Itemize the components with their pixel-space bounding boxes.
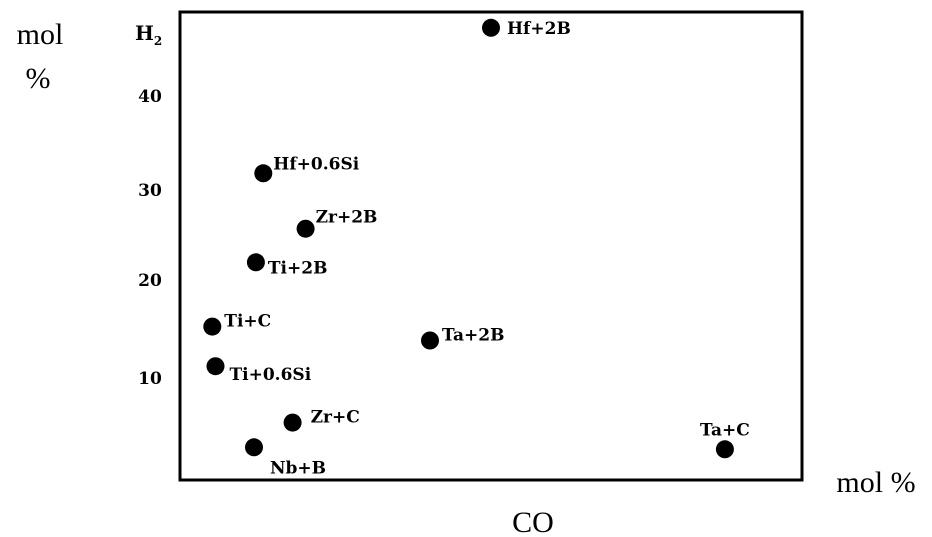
point-ta-2b [421, 331, 439, 350]
y-tick-labels: 40 30 20 10 [138, 87, 162, 389]
y-tick-label-10: 10 [138, 369, 162, 389]
point-label-zr-2b: Zr+2B [316, 208, 378, 228]
point-zr-2b [296, 219, 315, 238]
plot-frame [178, 10, 804, 482]
point-label-hf-2b: Hf+2B [507, 19, 571, 39]
point-label-nb-b: Nb+B [270, 458, 326, 478]
point-label-ti-2b: Ti+2B [268, 258, 328, 278]
point-hf-2b [482, 18, 500, 37]
x-axis-label: CO [512, 506, 554, 537]
point-nb-b [245, 438, 263, 457]
y-tick-label-40: 40 [138, 87, 162, 107]
y-tick-label-20: 20 [138, 271, 162, 291]
point-label-ti-0-6si: Ti+0.6Si [230, 365, 312, 385]
point-label-ta-2b: Ta+2B [442, 326, 504, 346]
y-axis-title: H2 [135, 21, 162, 48]
point-ti-0-6si [206, 357, 225, 376]
y-unit-line2: % [26, 62, 51, 95]
data-points: Hf+2B Hf+0.6Si Zr+2B Ti+2B Ti+C Ta+2B Ti+0.6Si… [203, 18, 750, 478]
point-ti-c [203, 317, 222, 336]
point-ta-c [715, 440, 734, 459]
y-tick-label-30: 30 [138, 181, 162, 201]
point-label-zr-c: Zr+C [311, 408, 360, 428]
point-ti-2b [246, 253, 265, 272]
point-label-ti-c: Ti+C [224, 312, 271, 332]
point-hf-0-6si [254, 164, 273, 183]
point-zr-c [283, 413, 302, 432]
point-label-ta-c: Ta+C [700, 420, 750, 440]
y-unit-line1: mol [17, 18, 64, 51]
x-unit: mol % [836, 466, 915, 499]
point-label-hf-0-6si: Hf+0.6Si [273, 154, 359, 174]
